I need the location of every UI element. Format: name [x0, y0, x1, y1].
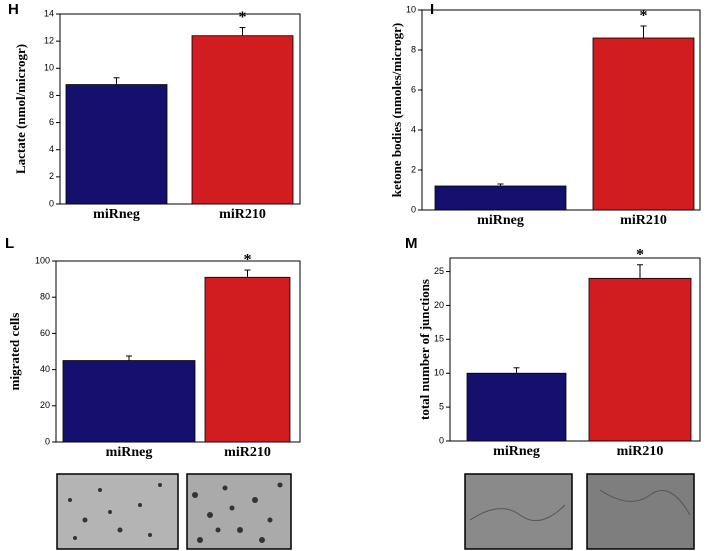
error-bar [244, 269, 251, 278]
y-tick-label: 8 [411, 44, 416, 54]
micrograph [56, 473, 179, 550]
tube-lines [469, 489, 691, 522]
micrograph [186, 473, 292, 550]
error-bar [126, 355, 132, 361]
bar [434, 185, 567, 211]
y-tick-label: 40 [40, 364, 50, 374]
panel-label: L [5, 235, 14, 252]
y-tick-label: 10 [44, 63, 54, 73]
micrograph [464, 473, 573, 550]
panel-label: H [8, 1, 19, 18]
y-tick-label: 0 [45, 436, 50, 446]
y-tick-label: 6 [411, 84, 416, 94]
category-label: miRneg [493, 444, 540, 459]
micrographs [56, 473, 695, 550]
y-tick-label: 14 [44, 8, 54, 18]
bar [65, 84, 168, 205]
bar [466, 372, 567, 442]
y-axis-label: Lactate (nmol/microgr) [13, 44, 28, 174]
y-tick-label: 4 [411, 124, 416, 134]
y-tick-label: 6 [49, 117, 54, 127]
bar [204, 276, 291, 443]
y-tick-label: 0 [439, 435, 444, 445]
significance-marker: * [640, 8, 648, 25]
panel-label: M [405, 235, 418, 252]
plot-frame [449, 257, 701, 442]
y-axis-label: migrated cells [7, 313, 22, 391]
y-tick-label: 4 [49, 144, 54, 154]
y-tick-label: 15 [434, 334, 444, 344]
y-tick-label: 0 [49, 198, 54, 208]
y-tick-label: 100 [35, 255, 50, 265]
error-bar [239, 27, 246, 36]
y-tick-label: 2 [49, 171, 54, 181]
category-label: miRneg [477, 213, 524, 228]
category-label: miR210 [620, 213, 667, 228]
bar [588, 277, 692, 442]
significance-marker: * [244, 252, 252, 269]
y-tick-label: 0 [411, 204, 416, 214]
panel-label: I [430, 1, 434, 18]
y-tick-label: 5 [439, 401, 444, 411]
bar [62, 360, 196, 443]
error-bar [497, 183, 504, 186]
plot-frame [59, 13, 301, 205]
significance-marker: * [636, 246, 644, 263]
micrograph [586, 473, 695, 550]
error-bar [640, 25, 647, 38]
cell-dots [68, 482, 283, 543]
y-tick-label: 60 [40, 328, 50, 338]
category-label: miRneg [93, 207, 140, 222]
y-axis-label: total number of junctions [417, 279, 432, 420]
y-tick-label: 12 [44, 36, 54, 46]
bar [592, 37, 695, 211]
significance-marker: * [239, 9, 247, 26]
category-label: miR210 [617, 444, 664, 459]
category-label: miR210 [224, 445, 271, 460]
y-tick-label: 20 [40, 400, 50, 410]
error-bar [113, 77, 120, 85]
bar [191, 35, 294, 205]
category-label: miRneg [106, 445, 153, 460]
error-bar [513, 367, 520, 374]
y-tick-label: 20 [434, 300, 444, 310]
y-tick-label: 8 [49, 90, 54, 100]
y-axis-label: ketone bodies (nmoles/microgr) [389, 23, 404, 198]
y-tick-label: 10 [434, 368, 444, 378]
y-tick-label: 80 [40, 292, 50, 302]
error-bar [637, 264, 643, 279]
y-tick-label: 25 [434, 266, 444, 276]
category-label: miR210 [219, 207, 266, 222]
y-tick-label: 10 [406, 4, 416, 14]
y-tick-label: 2 [411, 164, 416, 174]
